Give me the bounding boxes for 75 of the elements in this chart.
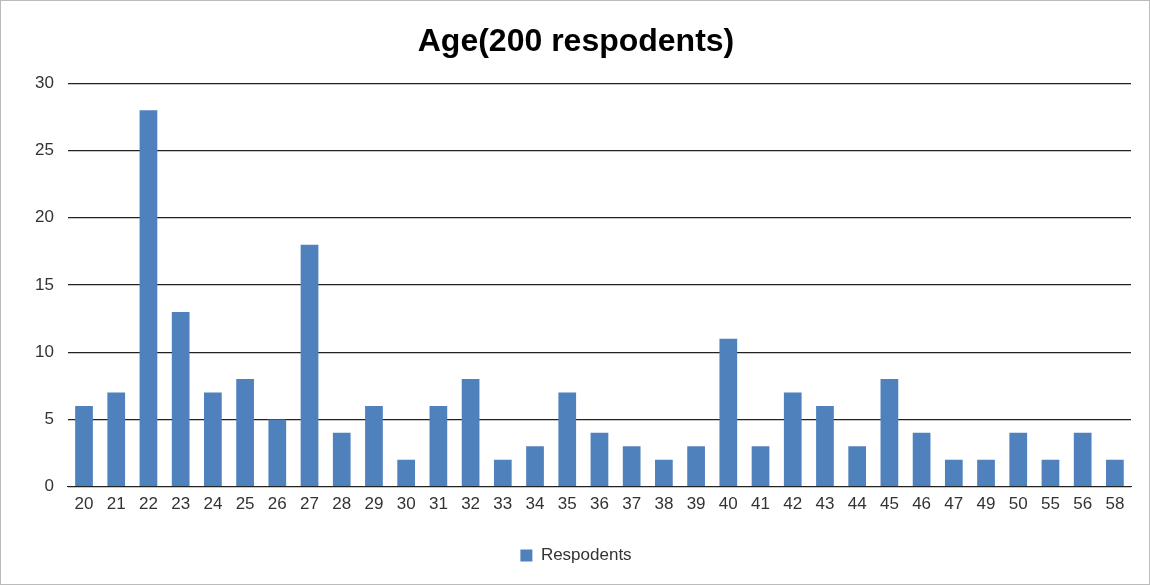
x-tick-label: 45 xyxy=(879,494,899,514)
bar xyxy=(912,432,931,486)
bar xyxy=(268,419,287,486)
bar xyxy=(848,446,867,486)
x-tick-label: 37 xyxy=(622,494,642,514)
x-tick-label: 56 xyxy=(1073,494,1093,514)
x-tick-label: 42 xyxy=(783,494,803,514)
bar xyxy=(204,392,222,486)
bar xyxy=(687,446,705,486)
bar xyxy=(107,392,126,486)
x-tick-label: 40 xyxy=(718,494,738,514)
x-tick-label: 43 xyxy=(815,494,835,514)
x-tick-label: 27 xyxy=(300,494,319,514)
x-tick-label: 44 xyxy=(847,494,867,514)
bar xyxy=(622,446,641,486)
x-tick-label: 24 xyxy=(203,494,223,514)
x-tick-label: 39 xyxy=(686,494,706,514)
x-tick-label: 41 xyxy=(751,494,770,514)
bar xyxy=(977,459,995,486)
legend-label: Respodents xyxy=(540,545,632,565)
bar xyxy=(944,459,963,486)
bar xyxy=(590,432,609,486)
x-tick-label: 28 xyxy=(332,494,352,514)
bar xyxy=(332,432,351,486)
x-tick-label: 26 xyxy=(267,494,287,514)
bar xyxy=(1106,459,1124,486)
x-tick-label: 32 xyxy=(461,494,481,514)
bar xyxy=(1073,432,1092,486)
bar xyxy=(783,392,802,486)
bar xyxy=(719,338,738,486)
bar xyxy=(461,379,480,486)
bar xyxy=(75,405,93,486)
bar xyxy=(397,459,416,486)
bar xyxy=(558,392,577,486)
x-tick-label: 38 xyxy=(654,494,674,514)
y-tick-label: 0 xyxy=(44,476,54,496)
bar xyxy=(493,459,512,486)
x-tick-label: 55 xyxy=(1041,494,1060,514)
bar xyxy=(365,405,383,486)
bar xyxy=(429,405,448,486)
x-tick-label: 34 xyxy=(525,494,545,514)
bar xyxy=(816,405,834,486)
x-tick-label: 31 xyxy=(428,494,448,514)
x-tick-label: 58 xyxy=(1105,494,1125,514)
bar xyxy=(1041,459,1060,486)
x-tick-label: 33 xyxy=(493,494,513,514)
x-tick-label: 25 xyxy=(235,494,255,514)
x-tick-label: 22 xyxy=(138,494,158,514)
y-tick-label: 30 xyxy=(34,73,54,93)
x-tick-label: 35 xyxy=(557,494,577,514)
bar xyxy=(1009,432,1028,486)
x-tick-label: 49 xyxy=(976,494,996,514)
x-tick-label: 23 xyxy=(171,494,191,514)
y-tick-label: 5 xyxy=(44,409,54,429)
x-tick-label: 20 xyxy=(74,494,94,514)
bar xyxy=(139,110,158,486)
x-tick-label: 29 xyxy=(364,494,384,514)
bar xyxy=(655,459,673,486)
x-tick-label: 46 xyxy=(912,494,932,514)
y-tick-label: 15 xyxy=(34,274,54,294)
chart-title: Age(200 respodents) xyxy=(417,22,735,59)
bar xyxy=(751,446,770,486)
y-tick-label: 20 xyxy=(34,207,54,227)
x-tick-label: 47 xyxy=(944,494,964,514)
bar xyxy=(300,244,319,486)
x-tick-label: 21 xyxy=(106,494,126,514)
bar xyxy=(171,311,190,486)
bar xyxy=(880,379,899,486)
y-tick-label: 25 xyxy=(34,140,54,160)
x-tick-label: 50 xyxy=(1008,494,1028,514)
x-tick-label: 36 xyxy=(589,494,609,514)
bar xyxy=(526,446,544,486)
y-tick-label: 10 xyxy=(34,341,54,361)
bar xyxy=(236,379,254,486)
x-tick-label: 30 xyxy=(396,494,416,514)
